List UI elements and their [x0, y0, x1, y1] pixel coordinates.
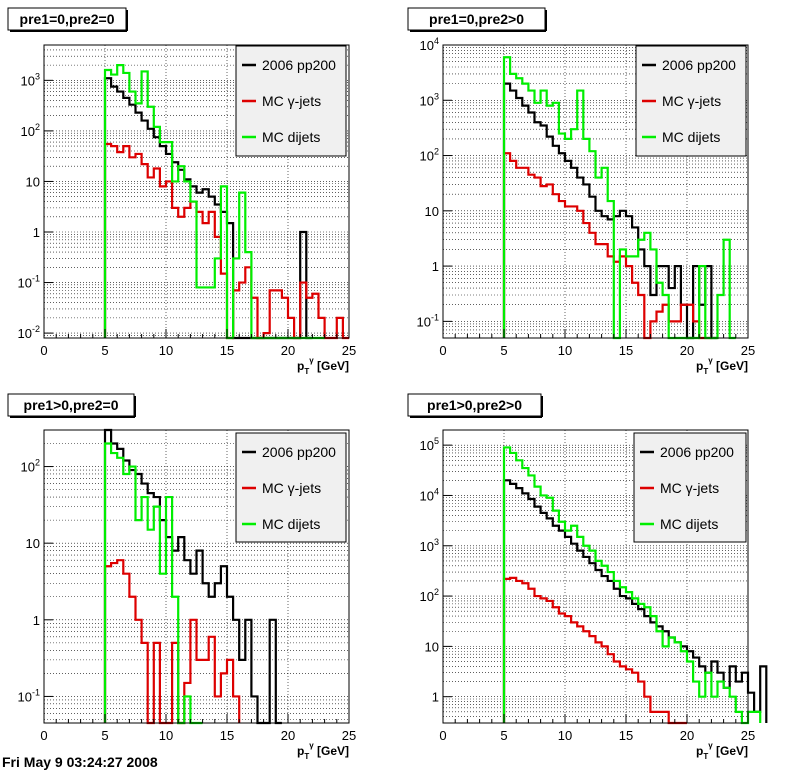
- plot-frame: [442, 44, 749, 339]
- plot-frame: [43, 44, 350, 339]
- chart-title: pre1=0,pre2=0: [20, 11, 115, 27]
- x-tick-label: 10: [159, 343, 173, 358]
- x-tick-label: 0: [40, 343, 47, 358]
- y-tick-label: 1: [432, 259, 439, 274]
- x-tick-label: 10: [558, 343, 572, 358]
- y-tick-label: 1: [33, 613, 40, 628]
- y-tick-label: 10-1: [18, 687, 40, 704]
- y-tick-label: 1: [432, 690, 439, 705]
- y-tick-label: 10: [26, 536, 40, 551]
- x-axis-label: pTγ [GeV]: [696, 356, 748, 376]
- legend-label: MC γ-jets: [262, 480, 321, 496]
- y-tick-label: 1: [33, 225, 40, 240]
- legend-label: 2006 pp200: [262, 57, 336, 73]
- y-tick-label: 103: [21, 71, 40, 88]
- y-tick-label: 10: [425, 204, 439, 219]
- chart-panel-4: 0 5 10 15 20 25 1 10 102 103 104 105 pTγ [GeV] pre1>0…: [407, 393, 768, 761]
- x-tick-label: 0: [439, 343, 446, 358]
- x-tick-label: 5: [101, 728, 108, 743]
- legend-label: MC γ-jets: [660, 480, 719, 496]
- x-tick-label: 5: [500, 343, 507, 358]
- x-tick-label: 5: [500, 728, 507, 743]
- x-axis-label: pTγ [GeV]: [297, 741, 349, 761]
- y-tick-label: 103: [420, 537, 439, 554]
- x-tick-label: 0: [439, 728, 446, 743]
- chart-panel-1: 0 5 10 15 20 25 10-2 10-1 1 10 102 103 pTγ [GeV] pre1…: [7, 7, 356, 376]
- series-line-gamma: [103, 142, 349, 340]
- series-line-data: [103, 428, 282, 725]
- x-tick-label: 15: [619, 728, 633, 743]
- x-tick-label: 20: [281, 343, 295, 358]
- x-axis-label: pTγ [GeV]: [696, 741, 748, 761]
- x-tick-label: 25: [342, 728, 356, 743]
- y-tick-label: 10-2: [18, 324, 40, 341]
- x-tick-label: 25: [741, 343, 755, 358]
- legend-label: MC dijets: [660, 516, 718, 532]
- x-tick-label: 5: [101, 343, 108, 358]
- y-tick-label: 10-1: [18, 274, 40, 291]
- plot-frame: [43, 429, 350, 724]
- x-tick-label: 15: [220, 728, 234, 743]
- x-tick-label: 10: [159, 728, 173, 743]
- x-tick-label: 20: [680, 343, 694, 358]
- y-tick-label: 10-1: [417, 312, 439, 329]
- plot-frame: [442, 429, 749, 724]
- legend-label: 2006 pp200: [662, 57, 736, 73]
- chart-panel-3: 0 5 10 15 20 25 10-1 1 10 102 pTγ [GeV] pre1>0,pre2…: [7, 393, 356, 761]
- series-line-dijet: [502, 446, 762, 725]
- x-tick-label: 25: [741, 728, 755, 743]
- y-tick-label: 102: [420, 587, 439, 604]
- x-tick-label: 25: [342, 343, 356, 358]
- series-line-data: [502, 82, 718, 340]
- y-tick-label: 102: [420, 147, 439, 164]
- x-tick-label: 20: [680, 728, 694, 743]
- legend-label: 2006 pp200: [660, 444, 734, 460]
- chart-title: pre1=0,pre2>0: [429, 11, 524, 27]
- series-line-gamma: [502, 576, 687, 725]
- y-tick-label: 105: [420, 436, 439, 453]
- x-tick-label: 0: [40, 728, 47, 743]
- y-tick-label: 102: [21, 458, 40, 475]
- legend-label: MC γ-jets: [662, 93, 721, 109]
- legend-label: MC dijets: [262, 129, 320, 145]
- legend-label: 2006 pp200: [262, 444, 336, 460]
- y-tick-label: 103: [420, 91, 439, 108]
- x-tick-label: 10: [558, 728, 572, 743]
- x-tick-label: 15: [619, 343, 633, 358]
- legend-label: MC dijets: [262, 516, 320, 532]
- chart-panel-2: 0 5 10 15 20 25 10-1 1 10 102 103 104 pTγ [GeV] pre1=…: [407, 7, 755, 376]
- x-tick-label: 20: [281, 728, 295, 743]
- y-tick-label: 104: [420, 36, 439, 53]
- chart-title: pre1>0,pre2>0: [427, 397, 522, 413]
- legend-label: MC γ-jets: [262, 93, 321, 109]
- x-axis-label: pTγ [GeV]: [297, 356, 349, 376]
- footer-timestamp: Fri May 9 03:24:27 2008: [2, 754, 158, 770]
- x-tick-label: 15: [220, 343, 234, 358]
- series-line-gamma: [103, 559, 241, 725]
- legend-label: MC dijets: [662, 129, 720, 145]
- series-line-data: [502, 479, 768, 723]
- y-tick-label: 102: [21, 122, 40, 139]
- y-tick-label: 104: [420, 486, 439, 503]
- y-tick-label: 10: [26, 174, 40, 189]
- chart-title: pre1>0,pre2=0: [24, 397, 119, 413]
- y-tick-label: 10: [425, 639, 439, 654]
